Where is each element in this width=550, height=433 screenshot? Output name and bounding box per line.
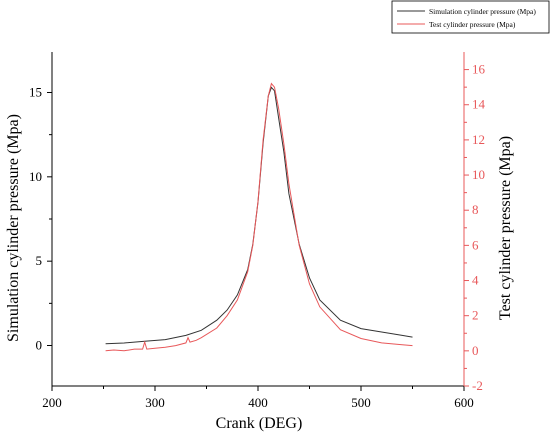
x-tick-label: 500 [351, 395, 371, 410]
y2-tick-label: -2 [472, 378, 483, 393]
legend-simulation-label: Simulation cylinder pressure (Mpa) [429, 7, 536, 16]
y2-tick-label: 8 [472, 202, 479, 217]
y2-axis-label: Test cylinder pressure (Mpa) [497, 136, 514, 320]
legend-test-label: Test cylinder pressure (Mpa) [429, 20, 516, 29]
legend: Simulation cylinder pressure (Mpa) Test c… [391, 0, 550, 34]
simulation-series-line [105, 86, 413, 345]
legend-box [391, 0, 550, 34]
y-tick-label: 15 [29, 84, 42, 99]
x-tick-label: 300 [145, 395, 165, 410]
y2-tick-label: 12 [472, 132, 485, 147]
x-tick-label: 600 [454, 395, 474, 410]
y2-tick-label: 0 [472, 343, 479, 358]
y2-tick-label: 6 [472, 237, 479, 252]
y2-tick-label: 4 [472, 273, 479, 288]
x-axis-label: Crank (DEG) [216, 415, 303, 432]
y2-tick-label: 14 [472, 97, 486, 112]
y-tick-label: 5 [36, 253, 43, 268]
y2-tick-label: 2 [472, 308, 479, 323]
y-axis-label: Simulation cylinder pressure (Mpa) [5, 114, 22, 342]
y-tick-label: 0 [36, 338, 43, 353]
series-lines [105, 82, 413, 352]
y2-tick-label: 16 [472, 62, 486, 77]
x-tick-label: 400 [248, 395, 268, 410]
x-tick-label: 200 [42, 395, 62, 410]
test-series-line [105, 82, 413, 352]
axes: 200 300 400 500 600 0 5 10 15 -2 0 2 4 6 8 10 12 14 16 [29, 52, 486, 410]
y-tick-label: 10 [29, 169, 42, 184]
y2-tick-label: 10 [472, 167, 485, 182]
